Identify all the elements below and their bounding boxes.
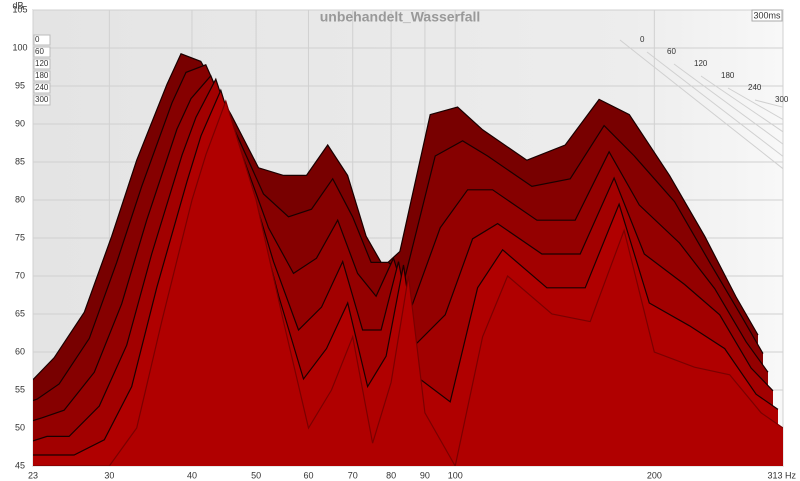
y-tick-label: 90 <box>15 118 25 128</box>
z-grid-line <box>619 39 784 170</box>
slice-line <box>33 77 774 442</box>
chart-title: unbehandelt_Wasserfall <box>320 9 481 25</box>
y-tick-label: 80 <box>15 194 25 204</box>
z-tick-label: 300 <box>35 95 49 104</box>
time-label-box <box>751 9 783 22</box>
slice-line <box>33 99 783 466</box>
x-tick-label: 23 <box>28 470 38 480</box>
slice-line <box>33 88 779 456</box>
y-unit: dB <box>12 0 23 10</box>
slice-line <box>33 53 759 381</box>
z-tick-label: 0 <box>35 35 40 44</box>
x-tick-label: 200 <box>647 470 662 480</box>
z-grid-line <box>646 51 784 157</box>
z-grid-line <box>727 87 784 120</box>
x-tick-label: 80 <box>386 470 396 480</box>
y-tick-label: 85 <box>15 156 25 166</box>
z-tick-box <box>33 58 51 70</box>
z-grid-line <box>673 63 784 145</box>
y-tick-label: 70 <box>15 270 25 280</box>
z-grid-line <box>754 99 784 108</box>
slice-area <box>33 101 783 466</box>
y-tick-label: 105 <box>12 4 27 14</box>
y-tick-label: 75 <box>15 232 25 242</box>
z-tick-label: 60 <box>35 47 44 56</box>
slice-line <box>33 74 769 422</box>
x-tick-label: 60 <box>303 470 313 480</box>
x-tick-label: 50 <box>251 470 261 480</box>
z-tick-box <box>33 82 51 94</box>
z-tick-label: 180 <box>35 71 49 80</box>
z-tick-label: 240 <box>35 83 49 92</box>
z-tick-label: 300 <box>775 95 789 104</box>
z-tick-label: 0 <box>640 35 645 44</box>
x-tick-label: 313 <box>767 470 782 480</box>
y-tick-label: 50 <box>15 422 25 432</box>
z-tick-box <box>33 34 51 46</box>
x-tick-label: 70 <box>348 470 358 480</box>
z-tick-box <box>33 94 51 106</box>
x-tick-label: 90 <box>420 470 430 480</box>
x-tick-label: 30 <box>104 470 114 480</box>
z-tick-label: 180 <box>721 71 735 80</box>
y-tick-label: 55 <box>15 384 25 394</box>
x-tick-label: 100 <box>448 470 463 480</box>
z-tick-label: 240 <box>748 83 762 92</box>
z-tick-label: 120 <box>694 59 708 68</box>
z-tick-box <box>33 70 51 82</box>
time-label: 300ms <box>753 10 781 20</box>
slice-line <box>33 64 764 402</box>
y-tick-label: 100 <box>12 42 27 52</box>
y-tick-label: 45 <box>15 460 25 470</box>
x-tick-label: 40 <box>187 470 197 480</box>
z-tick-box <box>33 46 51 58</box>
y-tick-label: 65 <box>15 308 25 318</box>
z-tick-label: 60 <box>667 47 676 56</box>
z-grid-line <box>700 75 784 133</box>
z-tick-label: 120 <box>35 59 49 68</box>
y-tick-label: 95 <box>15 80 25 90</box>
x-unit: Hz <box>785 470 796 480</box>
y-tick-label: 60 <box>15 346 25 356</box>
